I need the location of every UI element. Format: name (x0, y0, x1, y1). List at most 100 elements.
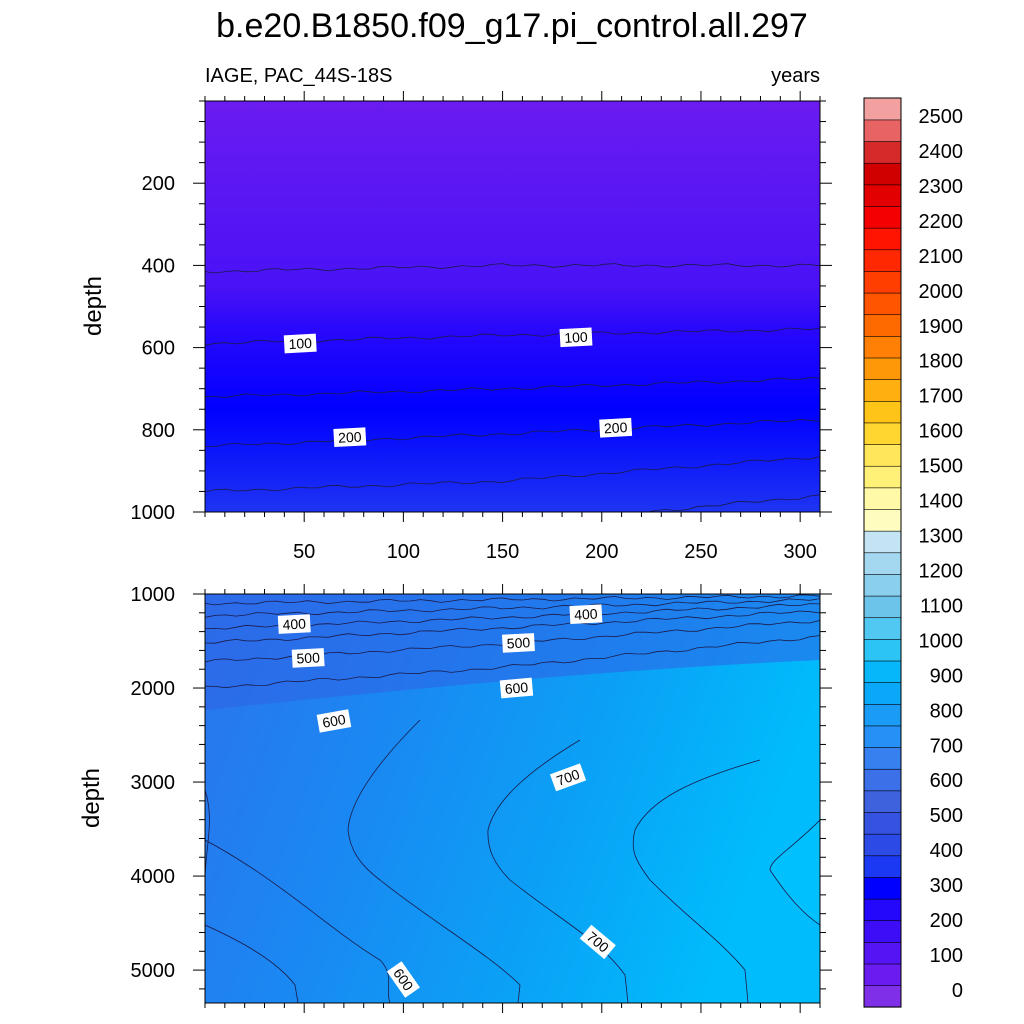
chart-left-subtitle: IAGE, PAC_44S-18S (205, 65, 393, 87)
contour-label: 200 (599, 417, 633, 438)
colorbar-swatch (863, 703, 902, 727)
y-tick-label: 1000 (131, 584, 176, 606)
y-tick-label: 800 (142, 420, 175, 442)
lower-contour-curve (347, 719, 521, 1003)
colorbar-label: 2200 (919, 211, 964, 233)
colorbar-swatch (863, 443, 902, 467)
colorbar-label: 0 (952, 980, 963, 1002)
colorbar-swatch (863, 270, 902, 294)
colorbar-swatch (863, 920, 902, 943)
contour-label-text: 100 (288, 335, 312, 352)
upper-contour-labels: 100 100 200 200 (283, 327, 633, 448)
colorbar-swatch (863, 682, 902, 705)
colorbar-frame (863, 97, 902, 1008)
colorbar-swatch (863, 768, 902, 792)
colorbar-label: 1400 (919, 491, 964, 513)
colorbar-label: 700 (930, 735, 963, 757)
colorbar-swatch (863, 357, 902, 380)
contour-label-bg (386, 961, 420, 998)
y-tick-label: 4000 (131, 866, 176, 888)
contour-line (205, 418, 820, 448)
colorbar-swatch (863, 746, 902, 770)
y-tick-label: 3000 (131, 772, 176, 794)
colorbar-swatch (863, 400, 902, 424)
contour-label: 500 (502, 633, 535, 653)
colorbar-swatch (863, 552, 902, 575)
contour-label: 700 (579, 924, 616, 960)
contour-label-bg (599, 417, 633, 438)
colorbar-swatch (863, 855, 902, 878)
contour-label: 500 (291, 648, 325, 668)
upper-panel-fill (205, 101, 820, 512)
colorbar-label: 500 (930, 805, 963, 827)
contour-label-bg (569, 604, 603, 625)
x-tick-label: 250 (684, 541, 717, 563)
upper-axis-ticks: 50 100 150 200 250 300 200 400 600 800 1000 (131, 91, 832, 563)
contour-label-bg (559, 327, 593, 348)
colorbar-label: 2100 (919, 246, 964, 268)
x-tick-label: 300 (783, 541, 816, 563)
colorbar-label: 100 (930, 945, 963, 967)
y-tick-label: 2000 (131, 678, 176, 700)
colorbar-swatch (863, 379, 902, 402)
colorbar-label: 1600 (919, 421, 964, 443)
colorbar: 0 100 200 300 400 500 600 700 800 900 1000 1100 1200… (863, 97, 964, 1008)
lower-panel-frame (204, 593, 821, 1004)
colorbar-swatch (863, 227, 902, 251)
chart-title: b.e20.B1850.f09_g17.pi_control.all.297 (216, 7, 808, 45)
colorbar-swatch (863, 898, 902, 922)
colorbar-swatch (863, 725, 902, 748)
colorbar-swatch (863, 941, 902, 965)
contour-label: 600 (499, 677, 534, 699)
colorbar-label: 1100 (920, 595, 963, 617)
colorbar-swatch (863, 876, 902, 900)
colorbar-label: 800 (930, 700, 963, 722)
contour-line (205, 377, 820, 398)
contour-label: 100 (283, 333, 317, 354)
lower-shade-core (770, 820, 820, 925)
contour-label: 700 (549, 763, 587, 792)
contour-label-text: 400 (282, 615, 306, 632)
upper-y-axis-label: depth (80, 276, 107, 336)
contour-label-bg (277, 614, 311, 634)
colorbar-swatch (863, 508, 902, 532)
colorbar-swatch (863, 811, 902, 835)
lower-contour-curve (769, 819, 820, 926)
colorbar-swatch (863, 638, 902, 662)
x-tick-label: 150 (486, 541, 519, 563)
colorbar-label: 2300 (919, 176, 964, 198)
contour-line (205, 456, 820, 493)
contour-label-text: 200 (338, 429, 362, 446)
colorbar-swatch (863, 833, 902, 857)
colorbar-swatch (863, 660, 902, 683)
colorbar-label: 1900 (919, 316, 964, 338)
colorbar-label: 200 (930, 910, 963, 932)
contour-label-bg (283, 333, 317, 354)
contour-label-text: 100 (564, 329, 588, 346)
y-tick-label: 5000 (131, 960, 176, 982)
contour-label: 100 (559, 327, 593, 348)
contour-label: 600 (316, 709, 352, 733)
colorbar-swatch (863, 422, 902, 445)
colorbar-label: 300 (930, 875, 963, 897)
lower-contour-curve (632, 759, 761, 1003)
contour-label-bg (579, 924, 616, 960)
colorbar-label: 400 (930, 840, 963, 862)
contour-label-text: 500 (506, 634, 530, 651)
contour-label-text: 400 (574, 606, 598, 623)
colorbar-swatch (863, 97, 902, 121)
colorbar-swatch (863, 119, 902, 142)
colorbar-label: 1800 (919, 351, 964, 373)
colorbar-label: 1500 (919, 456, 964, 478)
contour-label: 200 (333, 427, 367, 448)
colorbar-swatch (863, 140, 902, 164)
colorbar-label: 600 (930, 770, 963, 792)
x-tick-label: 50 (293, 541, 315, 563)
colorbar-label: 1000 (919, 630, 964, 652)
contour-label-bg (502, 633, 535, 653)
contour-label-text: 600 (321, 711, 347, 731)
colorbar-swatch (863, 335, 902, 359)
y-tick-label: 400 (142, 255, 175, 277)
